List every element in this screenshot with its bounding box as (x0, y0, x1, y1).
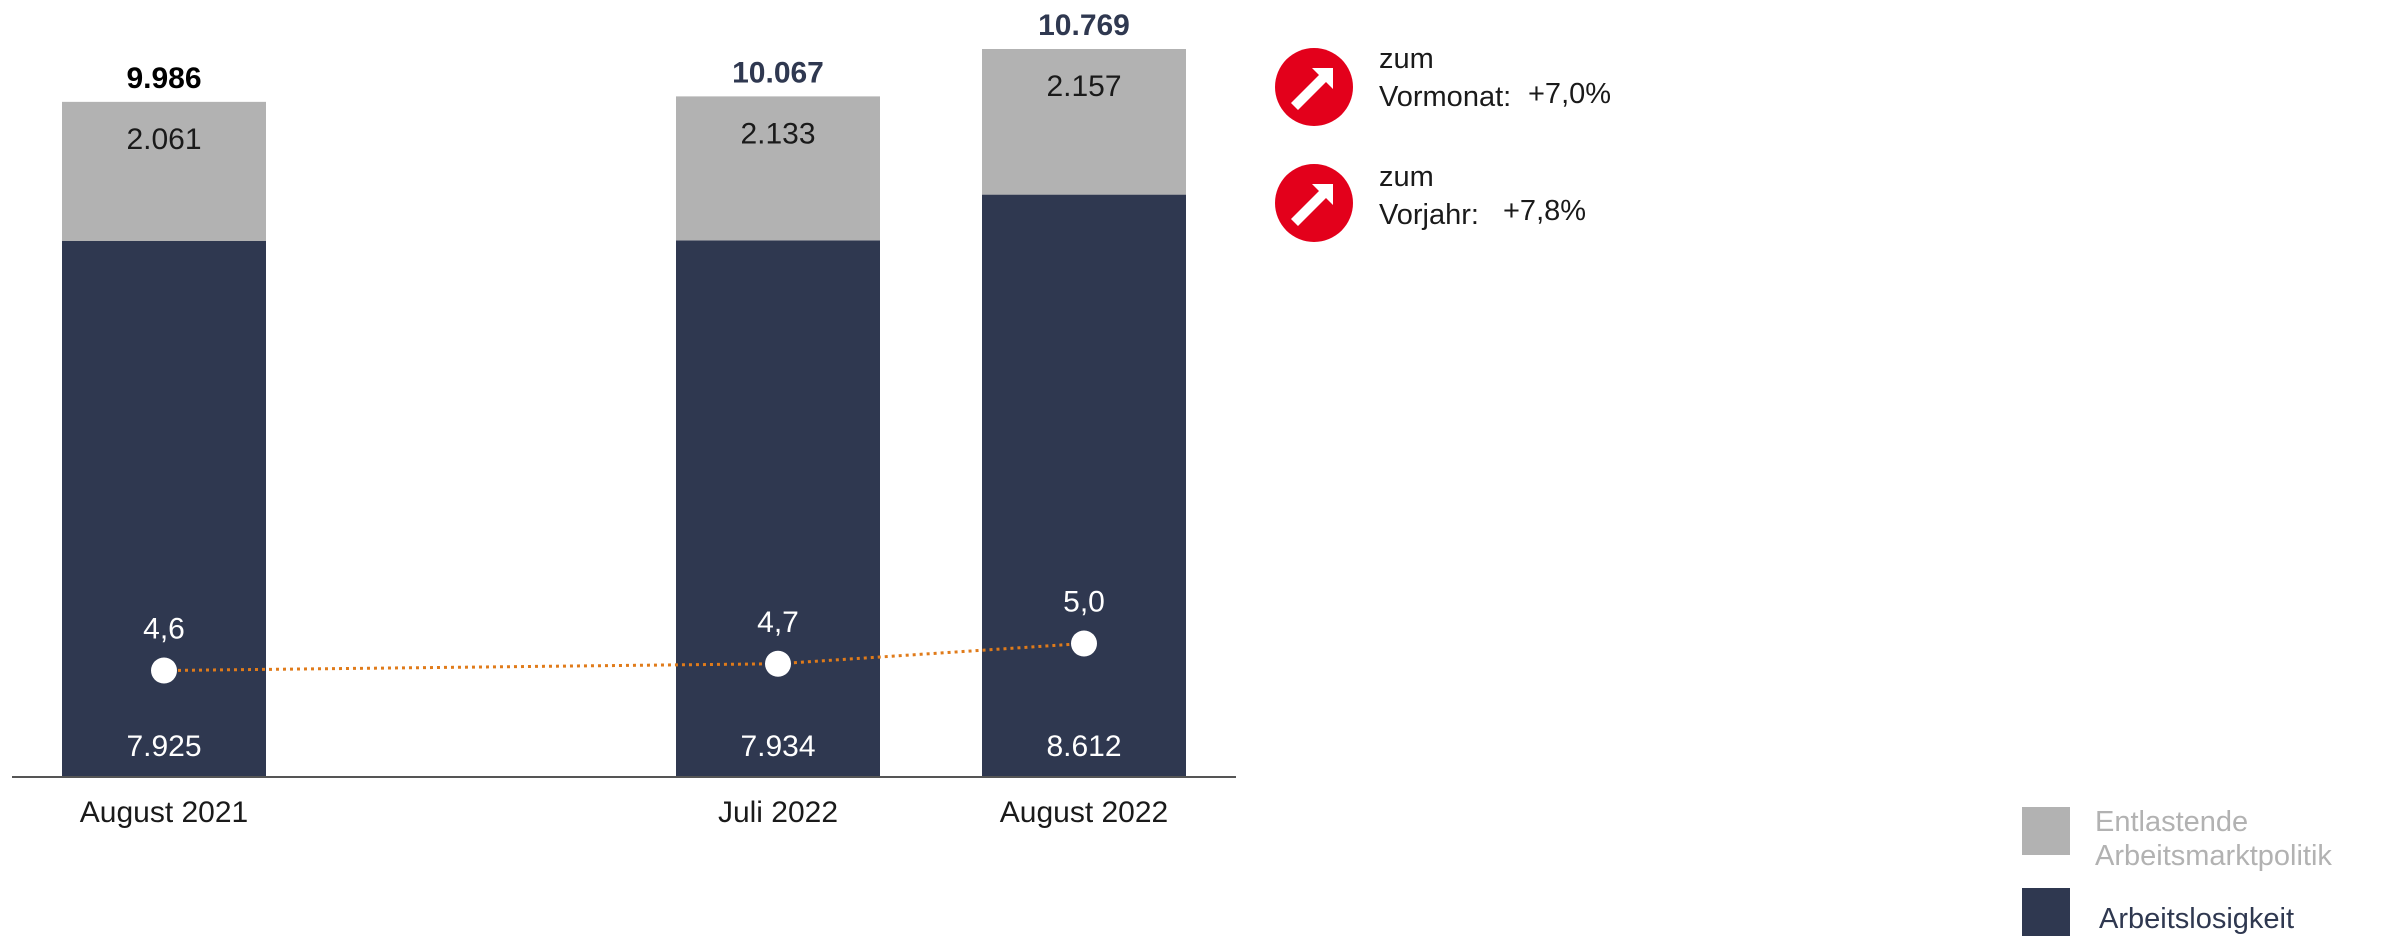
change-value: +7,0% (1528, 78, 1612, 110)
x-tick-label: Juli 2022 (718, 796, 838, 829)
legend-swatch (2022, 888, 2070, 936)
total-label: 10.067 (732, 56, 824, 89)
bar-chart: 7.925 2.061 9.986 August 2021 7.934 2.133 10.0… (12, 9, 1236, 829)
bar-arbeitslosigkeit (982, 194, 1186, 776)
bar-entlastende (982, 49, 1186, 195)
data-label-arbeitslosigkeit: 7.934 (740, 730, 815, 763)
x-tick-label: August 2022 (1000, 796, 1168, 829)
rate-label: 5,0 (1063, 586, 1105, 619)
x-tick-label: August 2021 (80, 796, 248, 829)
rate-line (163, 642, 1085, 672)
rate-point (1071, 630, 1097, 657)
total-label: 9.986 (126, 62, 201, 95)
change-value: +7,8% (1503, 195, 1587, 227)
data-label-arbeitslosigkeit: 8.612 (1046, 730, 1121, 763)
legend-swatch (2022, 807, 2070, 855)
legend-label-line2: Arbeitsmarktpolitik (2095, 840, 2332, 872)
arrow-up-right-icon (1275, 164, 1353, 242)
change-label-line1: zum (1379, 161, 1434, 193)
data-label-entlastende: 2.061 (126, 123, 201, 156)
data-label-entlastende: 2.133 (740, 117, 815, 150)
legend-label-line1: Entlastende (2095, 806, 2249, 838)
data-label-entlastende: 2.157 (1046, 70, 1121, 103)
bar-arbeitslosigkeit (676, 240, 880, 777)
legend-label: Arbeitslosigkeit (2099, 903, 2295, 935)
arrow-up-right-icon (1275, 48, 1353, 126)
rate-point (151, 657, 177, 684)
bar-entlastende (676, 96, 880, 241)
bar-arbeitslosigkeit (62, 240, 266, 776)
rate-label: 4,7 (757, 606, 799, 639)
change-label-line2: Vormonat: (1379, 81, 1512, 113)
rate-point (765, 650, 791, 677)
change-label-line1: zum (1379, 43, 1434, 75)
data-label-arbeitslosigkeit: 7.925 (126, 730, 201, 763)
total-label: 10.769 (1038, 9, 1130, 42)
bar-entlastende (62, 101, 266, 241)
rate-label: 4,6 (143, 613, 185, 646)
change-label-line2: Vorjahr: (1379, 199, 1479, 231)
